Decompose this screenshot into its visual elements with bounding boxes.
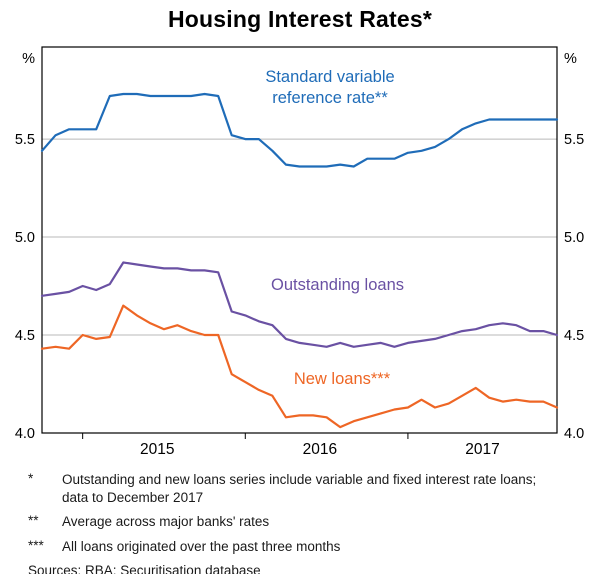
y-tick-right-5.5: 5.5 [564,132,584,148]
series-label-line-2: reference rate** [272,89,388,107]
series-line-new-loans [40,304,559,429]
footnotes: * Outstanding and new loans series inclu… [0,463,600,574]
y-tick-right-4.5: 4.5 [564,328,584,344]
y-axis-unit-left: % [22,51,35,67]
footnote-marker: * [28,471,34,486]
series-line-standard-variable-reference-rate [40,92,559,168]
series-label-line-1: Standard variable [265,68,395,86]
page-title: Housing Interest Rates* [167,6,433,32]
y-tick-left-4.5: 4.5 [15,328,35,344]
footnote-text: All loans originated over the past three… [62,538,341,554]
series-line-outstanding-loans [40,261,559,348]
housing-interest-rates-chart: 4.0 4.0 4.5 4.5 5.0 5.0 5.5 5.5% % 2015 2016 2017 [15,46,584,458]
y-tick-right-5.0: 5.0 [564,230,584,246]
y-axis-unit-right: % [564,51,577,67]
series-label-standard-variable-reference-rate: Standard variable reference rate** [230,67,430,109]
sources-line: Sources: RBA; Securitisation database [28,563,261,574]
footnote-text: Average across major banks' rates [62,514,270,530]
footnote-row: ** Average across major banks' rates [28,513,572,531]
series-label-new-loans: New loans*** [293,370,391,388]
year-label-2016: 2016 [303,441,337,458]
footnote-marker: *** [28,537,44,553]
footnote-text: Outstanding and new loans series include… [62,472,537,505]
y-tick-left-5.0: 5.0 [15,230,35,246]
chart-area: 4.0 4.0 4.5 4.5 5.0 5.0 5.5 5.5%% 2015 2016 2017 S… [0,33,600,463]
plot-border [41,46,558,434]
y-tick-right-4.0: 4.0 [564,426,584,442]
year-label-2017: 2017 [465,441,499,458]
year-label-2015: 2015 [140,441,174,458]
footnote-row: *** All loans originated over the past t… [28,538,572,556]
footnote-row: * Outstanding and new loans series inclu… [28,471,572,506]
y-tick-left-4.0: 4.0 [15,426,35,442]
y-tick-left-5.5: 5.5 [15,132,35,148]
series-label-outstanding-loans: Outstanding loans [270,276,404,294]
footnote-marker: ** [28,513,39,529]
